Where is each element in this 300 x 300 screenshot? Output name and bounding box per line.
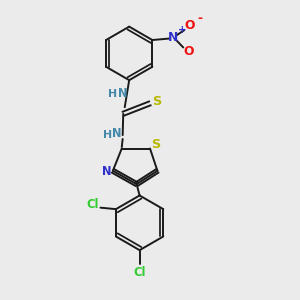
Text: O: O: [185, 19, 195, 32]
Text: N: N: [118, 87, 127, 100]
Text: Cl: Cl: [86, 199, 98, 212]
Text: Cl: Cl: [133, 266, 146, 279]
Text: -: -: [197, 12, 202, 26]
Text: N: N: [102, 165, 111, 178]
Text: N: N: [112, 128, 122, 140]
Text: N: N: [168, 32, 178, 44]
Text: H: H: [108, 89, 117, 99]
Text: O: O: [183, 45, 194, 58]
Text: H: H: [103, 130, 112, 140]
Text: S: S: [152, 95, 161, 108]
Text: S: S: [151, 138, 160, 151]
Text: +: +: [178, 25, 186, 35]
